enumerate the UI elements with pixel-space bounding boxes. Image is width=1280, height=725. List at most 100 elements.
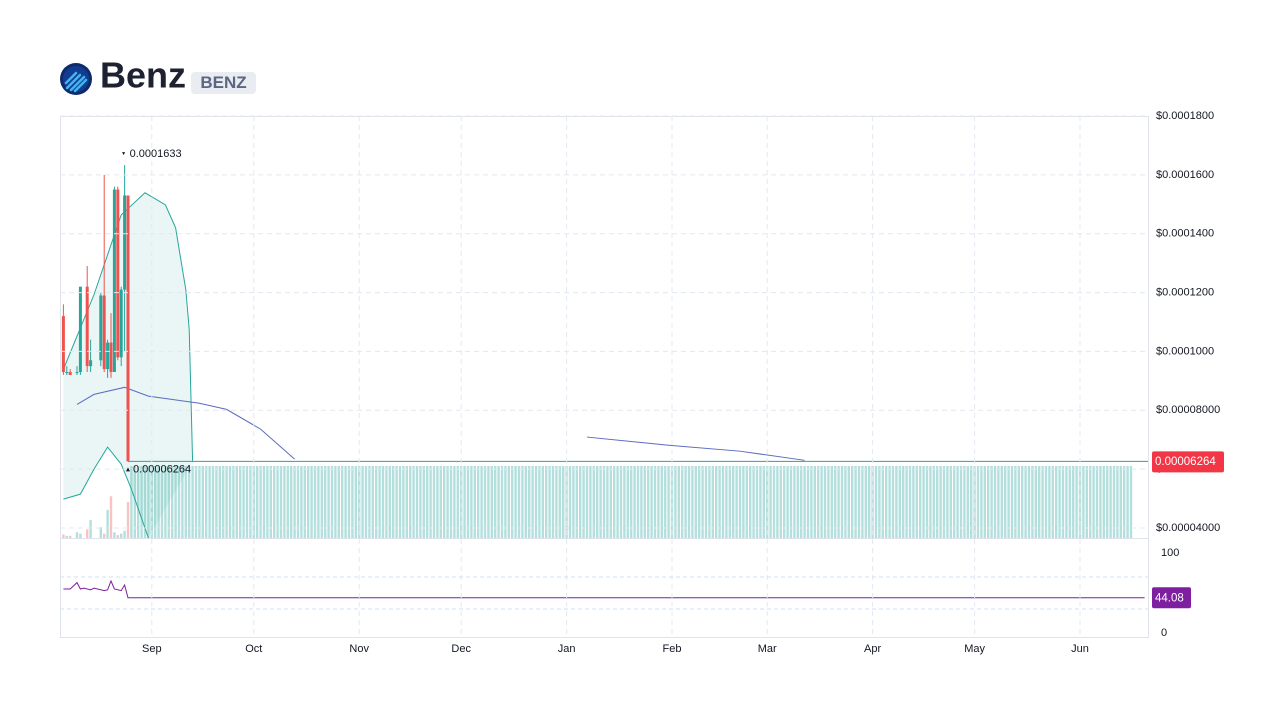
volume-bar bbox=[636, 466, 640, 538]
volume-bar bbox=[606, 466, 609, 538]
volume-bar bbox=[1102, 466, 1105, 538]
volume-bar bbox=[1075, 466, 1078, 538]
ticker: BENZ bbox=[200, 73, 246, 92]
candle-body bbox=[123, 195, 127, 290]
volume-bar bbox=[1099, 466, 1102, 538]
volume-bar bbox=[779, 466, 782, 538]
volume-bar bbox=[1061, 466, 1065, 538]
low-marker-label: 0.00006264 bbox=[133, 463, 191, 475]
volume-bar bbox=[806, 466, 810, 538]
volume-bar bbox=[820, 466, 823, 538]
volume-bar bbox=[1044, 466, 1048, 538]
x-tick-label: Jun bbox=[1071, 643, 1089, 655]
volume-bar bbox=[834, 466, 837, 538]
volume-bar bbox=[691, 466, 694, 538]
volume-bar bbox=[681, 466, 684, 538]
volume-bar bbox=[184, 466, 187, 538]
volume-bar bbox=[905, 466, 908, 538]
volume-bar bbox=[1058, 466, 1061, 538]
volume-bar bbox=[191, 466, 194, 538]
volume-bar bbox=[79, 533, 82, 538]
volume-bar bbox=[572, 466, 575, 538]
volume-bar bbox=[262, 466, 266, 538]
volume-bar bbox=[126, 502, 130, 538]
volume-bar bbox=[1078, 466, 1082, 538]
volume-bar bbox=[466, 466, 470, 538]
volume-bar bbox=[810, 466, 813, 538]
volume-bar bbox=[551, 466, 555, 538]
volume-bar bbox=[477, 466, 480, 538]
volume-bar bbox=[667, 466, 670, 538]
volume-bar bbox=[405, 466, 408, 538]
volume-bar bbox=[273, 466, 276, 538]
volume-bar bbox=[1068, 466, 1071, 538]
rsi-tag bbox=[1152, 587, 1191, 609]
volume-bar bbox=[575, 466, 578, 538]
volume-bar bbox=[116, 535, 119, 538]
volume-bar bbox=[337, 466, 340, 538]
volume-bar bbox=[103, 533, 106, 538]
volume-bar bbox=[932, 466, 935, 538]
volume-bar bbox=[895, 466, 898, 538]
volume-bar bbox=[725, 466, 728, 538]
volume-bar bbox=[419, 466, 422, 538]
volume-bar bbox=[65, 535, 68, 538]
volume-bar bbox=[266, 466, 269, 538]
volume-bar bbox=[735, 466, 738, 538]
volume-bar bbox=[392, 466, 395, 538]
volume-bar bbox=[364, 466, 368, 538]
volume-bar bbox=[1000, 466, 1003, 538]
volume-bar bbox=[344, 466, 347, 538]
volume-bar bbox=[290, 466, 293, 538]
volume-bar bbox=[596, 466, 599, 538]
volume-bar bbox=[1092, 466, 1095, 538]
volume-bar bbox=[800, 466, 803, 538]
volume-bar bbox=[990, 466, 993, 538]
volume-bar bbox=[687, 466, 691, 538]
volume-bar bbox=[1065, 466, 1068, 538]
high-marker-label: 0.0001633 bbox=[130, 148, 182, 160]
volume-bar bbox=[1119, 466, 1122, 538]
volume-bar bbox=[718, 466, 721, 538]
volume-bar bbox=[1051, 466, 1054, 538]
volume-bar bbox=[385, 466, 388, 538]
volume-bar bbox=[745, 466, 748, 538]
candle-body bbox=[119, 289, 123, 358]
volume-bar bbox=[521, 466, 524, 538]
volume-bar bbox=[677, 466, 680, 538]
volume-bar bbox=[827, 466, 830, 538]
volume-bar bbox=[181, 466, 184, 538]
volume-bar bbox=[949, 466, 952, 538]
volume-bar bbox=[823, 466, 827, 538]
x-tick-label: Jan bbox=[558, 643, 576, 655]
volume-bar bbox=[174, 466, 177, 538]
rsi-line bbox=[63, 579, 1145, 599]
volume-bar bbox=[946, 466, 949, 538]
volume-bar bbox=[160, 466, 164, 538]
volume-bar bbox=[283, 466, 286, 538]
volume-bar bbox=[708, 466, 711, 538]
volume-bar bbox=[908, 466, 912, 538]
volume-bar bbox=[320, 466, 323, 538]
volume-bar bbox=[470, 466, 473, 538]
volume-bar bbox=[259, 466, 262, 538]
candle-body bbox=[99, 295, 103, 361]
price-tag bbox=[1152, 451, 1224, 473]
y-tick-label: $0.0001400 bbox=[1156, 228, 1214, 240]
volume-bar bbox=[296, 466, 300, 538]
volume-bar bbox=[769, 466, 772, 538]
volume-bar bbox=[796, 466, 799, 538]
volume-bar bbox=[140, 466, 143, 538]
x-tick-label: Nov bbox=[349, 643, 369, 655]
volume-bar bbox=[878, 466, 881, 538]
volume-bar bbox=[157, 466, 160, 538]
volume-bar bbox=[783, 466, 786, 538]
volume-bar bbox=[1123, 466, 1126, 538]
volume-bar bbox=[1072, 466, 1075, 538]
volume-bar bbox=[983, 466, 986, 538]
candle-body bbox=[116, 189, 120, 358]
volume-bar bbox=[711, 466, 714, 538]
volume-bar bbox=[99, 527, 102, 538]
volume-bar bbox=[446, 466, 449, 538]
volume-bar bbox=[616, 466, 619, 538]
